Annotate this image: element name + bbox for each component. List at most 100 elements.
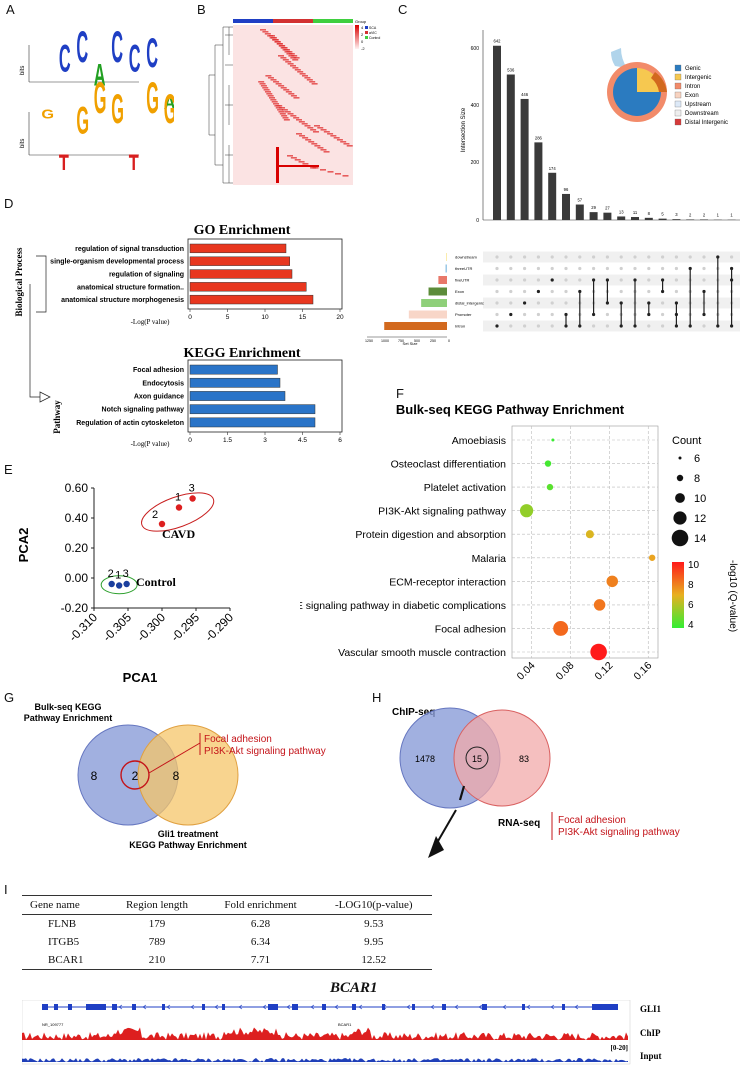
bubble-point (553, 620, 569, 636)
upset-bar-label: 96 (564, 187, 569, 192)
enrichment-bar (189, 282, 307, 292)
bubble-xtick-label: 0.12 (593, 660, 616, 683)
venn-h-arrow (428, 836, 444, 858)
gene-exon (68, 1004, 72, 1010)
set-size-tick: 1250 (365, 339, 373, 343)
panel-label-e: E (4, 462, 13, 477)
heatmap-cell (317, 147, 324, 149)
upset-dot (550, 278, 554, 282)
biological-process-label: Biological Process (14, 247, 24, 317)
set-size-tick: 500 (414, 339, 420, 343)
panel-label-h: H (372, 690, 382, 705)
set-name: Intron (455, 324, 465, 329)
upset-bar-label: 11 (633, 210, 638, 215)
pathway-label: Focal adhesion (435, 623, 506, 635)
upset-dot (702, 266, 706, 271)
heatmap-cell (304, 77, 311, 79)
upset-row-stripe (483, 251, 740, 263)
annotation-legend-label: Exon (685, 93, 699, 99)
heatmap-cell (264, 91, 271, 93)
peak-table: Gene name Region length Fold enrichment … (22, 895, 432, 970)
heatmap-cell (280, 47, 287, 49)
upset-dot (509, 301, 513, 305)
cell: 9.53 (364, 918, 384, 930)
gene-strand-arrow (310, 1004, 315, 1010)
count-legend-label: 10 (694, 493, 706, 505)
upset-dot (578, 255, 582, 259)
motif2-letters: CTGGGTGGC (59, 74, 174, 170)
upset-dot (633, 255, 637, 259)
set-size-tick: 0 (448, 339, 450, 343)
heatmap-cell (273, 103, 280, 105)
gene-strand-arrow (454, 1004, 459, 1010)
upset-ytick-3: 200 (471, 160, 480, 166)
upset-dot (605, 324, 609, 328)
venn-h-annot-1: Focal adhesion (558, 815, 626, 826)
pca-control-ellipse (100, 575, 138, 595)
heatmap-cell (314, 125, 320, 127)
upset-set-sizes: downstream threeUTR fiveUTR Exon distal_inte… (365, 253, 484, 343)
pca-ytick-label: 0.40 (65, 511, 89, 525)
upset-dot (550, 266, 554, 271)
venn-g-left-title-1: Bulk-seq KEGG (34, 702, 101, 712)
heatmap-cell (304, 125, 311, 127)
upset-bar (493, 45, 501, 220)
motif2-ylabel: bits (20, 139, 26, 148)
set-size-tick: 750 (398, 339, 404, 343)
set-name: downstream (455, 255, 477, 260)
pathway-label: Osteoclast differentiation (391, 459, 507, 471)
upset-dot (564, 266, 568, 271)
pca-point-label: 2 (108, 568, 114, 580)
heatmap-cell (293, 97, 300, 99)
group-legend-label: aVIC (369, 31, 377, 35)
upset-dot (647, 324, 651, 328)
input-signal-track (22, 1058, 628, 1062)
kegg-bars: Focal adhesion Endocytosis Axon guidance No… (76, 364, 342, 444)
gene-model-track (42, 1004, 618, 1010)
heatmap-cell (297, 71, 304, 73)
heatmap-cell (276, 105, 283, 107)
upset-dot (523, 266, 527, 271)
qvalue-tick-3: 6 (688, 600, 694, 611)
upset-dot (647, 289, 651, 294)
enrichment-term: anatomical structure morphogenesis (61, 297, 184, 304)
upset-dot (536, 266, 540, 271)
bubble-point (593, 599, 606, 611)
upset-dot (592, 266, 596, 271)
heatmap-cell (280, 57, 287, 59)
colorbar-tick-3: 0 (361, 39, 364, 44)
upset-dot (495, 301, 499, 305)
annotation-legend-label: Distal Intergenic (685, 120, 728, 126)
heatmap-cell (283, 89, 290, 91)
upset-dot (509, 255, 513, 259)
upset-dot (509, 324, 513, 328)
upset-bar (506, 74, 515, 220)
motif-letter: G (164, 85, 174, 132)
annotation-legend-swatch (674, 73, 682, 81)
motif-letter: G (41, 108, 54, 122)
upset-bar-label: 1 (717, 213, 720, 218)
upset-bar (617, 216, 626, 220)
annotation-legend-label: Intron (685, 84, 700, 90)
upset-dot (550, 324, 554, 328)
upset-dot (716, 255, 720, 259)
gene-strand-arrow (190, 1004, 195, 1010)
gene-strand-arrow (502, 1004, 507, 1010)
upset-dot (647, 266, 651, 271)
pca-point-label: 3 (189, 483, 195, 495)
gene-exon (322, 1004, 326, 1010)
track-scale: [0-20] (611, 1044, 629, 1052)
upset-dot (495, 255, 499, 259)
upset-bar-label: 5 (661, 212, 664, 217)
enrichment-tick-label: 20 (336, 314, 344, 321)
gene-strand-arrow (478, 1004, 483, 1010)
motif-letter: C (59, 38, 71, 81)
upset-dot (495, 289, 499, 294)
table-row: FLNB 179 6.28 9.53 (22, 915, 432, 934)
upset-dot (564, 278, 568, 282)
heatmap-cell (285, 91, 292, 93)
upset-dot (647, 255, 651, 259)
cell: 210 (108, 951, 206, 970)
upset-row-stripe (483, 297, 740, 309)
heatmap-cell (283, 119, 290, 121)
